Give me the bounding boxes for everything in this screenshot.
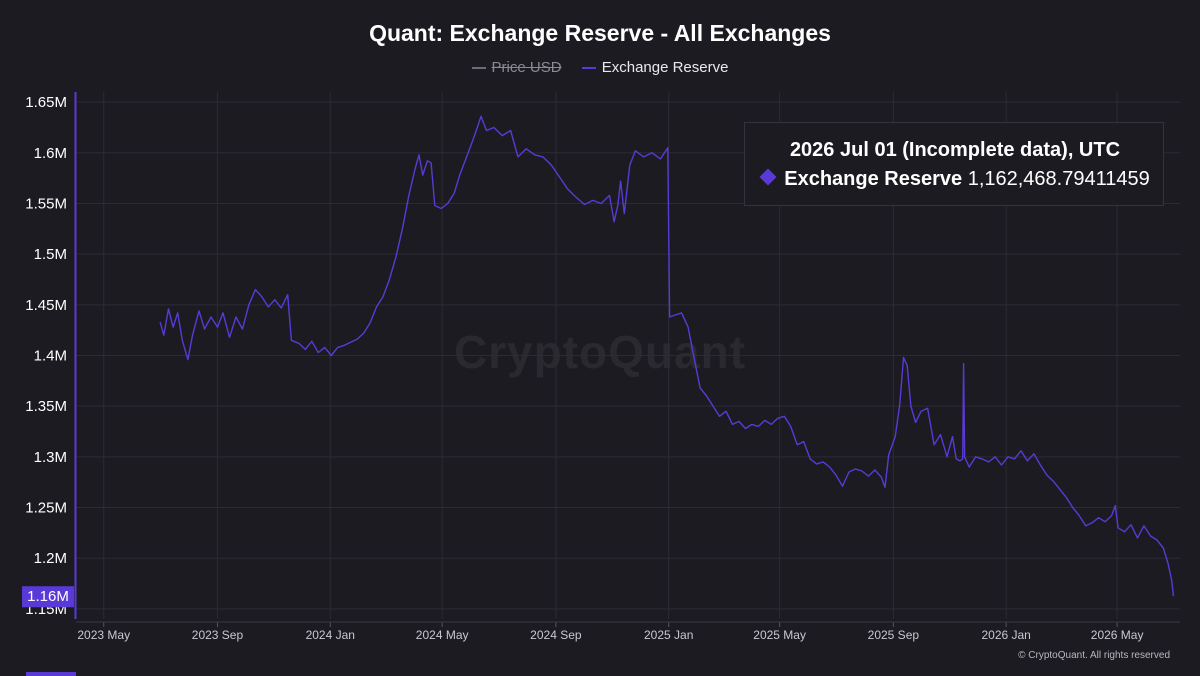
y-tick-label: 1.35M [25, 398, 67, 415]
y-tick-label: 1.45M [25, 297, 67, 314]
x-tick-label: 2026 May [1091, 628, 1144, 642]
series-layer [159, 115, 1175, 597]
y-tick-label: 1.2M [34, 550, 67, 567]
legend-swatch-exchange-reserve [581, 67, 596, 70]
x-tick-label: 2023 Sep [192, 628, 244, 642]
x-tick-label: 2024 Sep [530, 628, 582, 642]
y-tick-label: 1.4M [34, 348, 67, 365]
x-tick-label: 2024 May [416, 628, 469, 642]
legend-item-exchange-reserve[interactable]: Exchange Reserve [581, 59, 729, 76]
chart-legend: Price USD Exchange Reserve [0, 59, 1200, 76]
x-tick-label: 2024 Jan [306, 628, 355, 642]
bottom-accent [26, 672, 76, 676]
label-layer: 1.65M 1.6M 1.55M 1.5M 1.45M 1.4M 1.35M 1.3M 1.25… [22, 94, 1143, 642]
grid-layer [76, 92, 1180, 619]
legend-swatch-price-usd [471, 67, 486, 70]
tooltip: 2026 Jul 01 (Incomplete data), UTC Excha… [744, 122, 1164, 206]
tooltip-value: 1,162,468.79411459 [967, 168, 1150, 190]
y-tick-label: 1.65M [25, 94, 67, 111]
x-tick-label: 2025 Sep [868, 628, 920, 642]
x-tick-label: 2023 May [77, 628, 130, 642]
copyright: © CryptoQuant. All rights reserved [1018, 650, 1170, 661]
tooltip-series-name: Exchange Reserve [784, 168, 963, 190]
diamond-icon [759, 168, 777, 186]
tooltip-date: 2026 Jul 01 (Incomplete data), UTC [789, 139, 1121, 161]
current-value-badge [22, 586, 74, 608]
y-tick-label: 1.5M [34, 246, 67, 263]
series-line-exchange-reserve [159, 115, 1175, 597]
legend-label-price-usd: Price USD [491, 59, 562, 76]
y-tick-label: 1.3M [34, 449, 67, 466]
tooltip-row: Exchange Reserve 1,162,468.79411459 [751, 168, 1161, 191]
legend-label-exchange-reserve: Exchange Reserve [601, 59, 729, 76]
x-tick-label: 2026 Jan [981, 628, 1030, 642]
y-tick-label: 1.25M [25, 500, 67, 517]
current-value-label: 1.16M [27, 588, 69, 605]
x-tick-label: 2025 Jan [644, 628, 693, 642]
y-tick-label: 1.6M [34, 145, 67, 162]
x-tick-label: 2025 May [753, 628, 806, 642]
chart-title: Quant: Exchange Reserve - All Exchanges [369, 20, 831, 46]
axis-layer [74, 92, 1180, 627]
y-tick-label: 1.55M [25, 195, 67, 212]
legend-item-price-usd[interactable]: Price USD [471, 59, 562, 76]
